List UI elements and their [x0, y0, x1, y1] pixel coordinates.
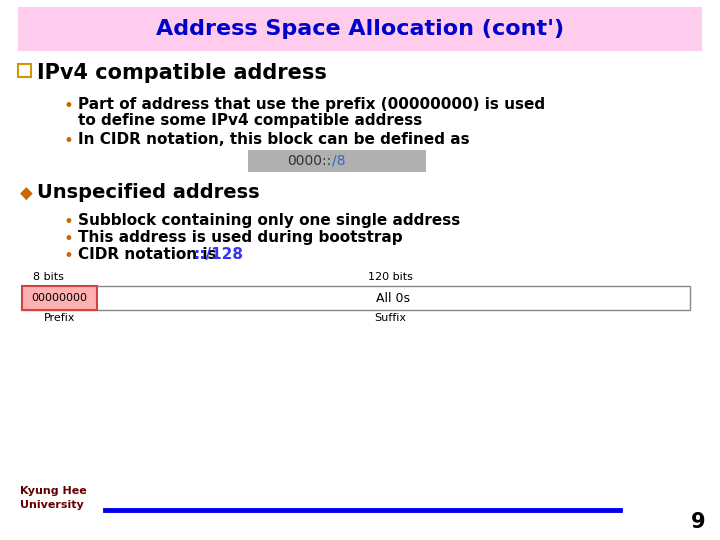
Text: Kyung Hee
University: Kyung Hee University — [20, 487, 86, 510]
Bar — [22, 286, 690, 310]
Text: 8 bits: 8 bits — [32, 272, 63, 282]
Text: Suffix: Suffix — [374, 313, 406, 323]
Text: Prefix: Prefix — [44, 313, 76, 323]
Text: Address Space Allocation (cont'): Address Space Allocation (cont') — [156, 19, 564, 39]
Text: •: • — [63, 213, 73, 231]
Bar — [22, 286, 97, 310]
Text: 0000::: 0000:: — [287, 154, 332, 168]
Text: 00000000: 00000000 — [32, 293, 88, 303]
Text: /8: /8 — [332, 154, 345, 168]
Text: All 0s: All 0s — [377, 292, 410, 305]
Text: •: • — [63, 97, 73, 115]
Text: ◆: ◆ — [20, 185, 32, 203]
Bar — [18, 64, 31, 77]
Text: 9: 9 — [690, 512, 705, 532]
Bar — [248, 150, 426, 172]
Text: 120 bits: 120 bits — [368, 272, 413, 282]
Text: Subblock containing only one single address: Subblock containing only one single addr… — [78, 213, 460, 228]
Text: Unspecified address: Unspecified address — [37, 183, 260, 202]
Text: •: • — [63, 247, 73, 265]
Text: This address is used during bootstrap: This address is used during bootstrap — [78, 230, 402, 245]
Text: CIDR notation is: CIDR notation is — [78, 247, 222, 262]
Text: to define some IPv4 compatible address: to define some IPv4 compatible address — [78, 113, 422, 128]
Text: Part of address that use the prefix (00000000) is used: Part of address that use the prefix (000… — [78, 97, 545, 112]
Text: IPv4 compatible address: IPv4 compatible address — [37, 63, 327, 83]
Text: •: • — [63, 132, 73, 150]
Text: •: • — [63, 230, 73, 248]
Text: ::/128: ::/128 — [193, 247, 243, 262]
Bar — [18, 7, 702, 51]
Text: In CIDR notation, this block can be defined as: In CIDR notation, this block can be defi… — [78, 132, 469, 147]
